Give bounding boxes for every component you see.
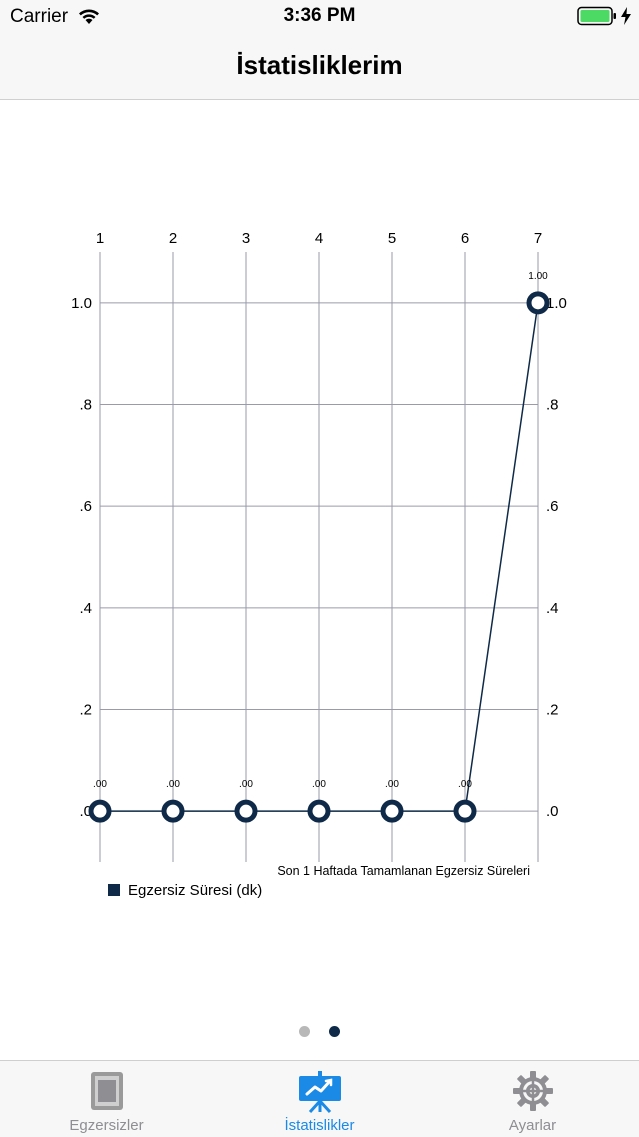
carrier-label: Carrier (10, 6, 69, 27)
x-tick-label: 7 (534, 230, 542, 247)
status-bar: Carrier 3:36 PM (0, 0, 639, 34)
page-indicator[interactable] (0, 1024, 639, 1037)
data-label: .00 (166, 779, 180, 790)
y-tick-label-left: 1.0 (71, 295, 92, 312)
x-tick-label: 4 (315, 230, 323, 247)
data-point (526, 291, 550, 315)
data-label: .00 (239, 779, 253, 790)
tab-egzersizler[interactable]: Egzersizler (0, 1061, 213, 1137)
gear-icon (513, 1071, 553, 1111)
tab-label-ayarlar: Ayarlar (508, 1117, 557, 1134)
data-label: .00 (93, 779, 107, 790)
page-title: İstatisliklerim (236, 50, 403, 80)
y-tick-label-left: .4 (79, 600, 92, 617)
y-tick-label-right: 1.0 (546, 295, 567, 312)
y-tick-label-right: .6 (546, 498, 559, 515)
data-label: 1.00 (528, 271, 548, 282)
legend-swatch (108, 884, 120, 896)
line-chart: 1 2 3 4 5 6 7 .0 .0 .2 .2 .4 .4 .6 .6 .8 .8 1.0 1.0 .00 .00.… (71, 230, 567, 899)
data-label: .00 (385, 779, 399, 790)
tab-ayarlar[interactable]: Ayarlar (426, 1061, 639, 1137)
y-tick-label-right: .4 (546, 600, 559, 617)
y-tick-label-left: .6 (79, 498, 92, 515)
tab-label-egzersizler: Egzersizler (69, 1117, 144, 1134)
wifi-icon (79, 9, 99, 24)
page-dot-2[interactable] (328, 1026, 340, 1037)
data-point (88, 799, 112, 823)
y-tick-label-left: .0 (79, 803, 92, 820)
tab-label-istatislikler: İstatislikler (284, 1117, 355, 1134)
navigation-bar: İstatisliklerim (0, 34, 639, 100)
list-icon (91, 1072, 123, 1110)
chart-description: Son 1 Haftada Tamamlanan Egzersiz Sürele… (277, 864, 530, 878)
y-tick-label-right: .0 (546, 803, 559, 820)
chart-presentation-icon (299, 1071, 341, 1113)
status-time: 3:36 PM (283, 5, 356, 26)
battery-icon (577, 6, 616, 26)
x-tick-label: 2 (169, 230, 177, 247)
y-tick-label-left: .2 (79, 702, 92, 719)
data-point (161, 799, 185, 823)
x-tick-label: 6 (461, 230, 469, 247)
data-label: .00 (312, 779, 326, 790)
y-tick-label-left: .8 (79, 397, 92, 414)
tab-istatislikler[interactable]: İstatislikler (213, 1061, 426, 1137)
charging-icon (621, 7, 631, 25)
data-point (234, 799, 258, 823)
x-tick-label: 3 (242, 230, 250, 247)
data-point (380, 799, 404, 823)
legend-label: Egzersiz Süresi (dk) (128, 882, 262, 899)
data-point (307, 799, 331, 823)
x-tick-label: 5 (388, 230, 396, 247)
page-dot-1[interactable] (299, 1026, 311, 1037)
x-tick-label: 1 (96, 230, 104, 247)
data-point (453, 799, 477, 823)
y-tick-label-right: .2 (546, 702, 559, 719)
tab-bar: Egzersizler İstatislikler (0, 1060, 639, 1137)
y-tick-label-right: .8 (546, 397, 559, 414)
data-label: .00 (458, 779, 472, 790)
